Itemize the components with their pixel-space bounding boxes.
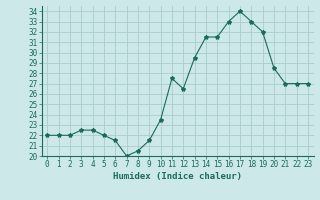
X-axis label: Humidex (Indice chaleur): Humidex (Indice chaleur) bbox=[113, 172, 242, 181]
